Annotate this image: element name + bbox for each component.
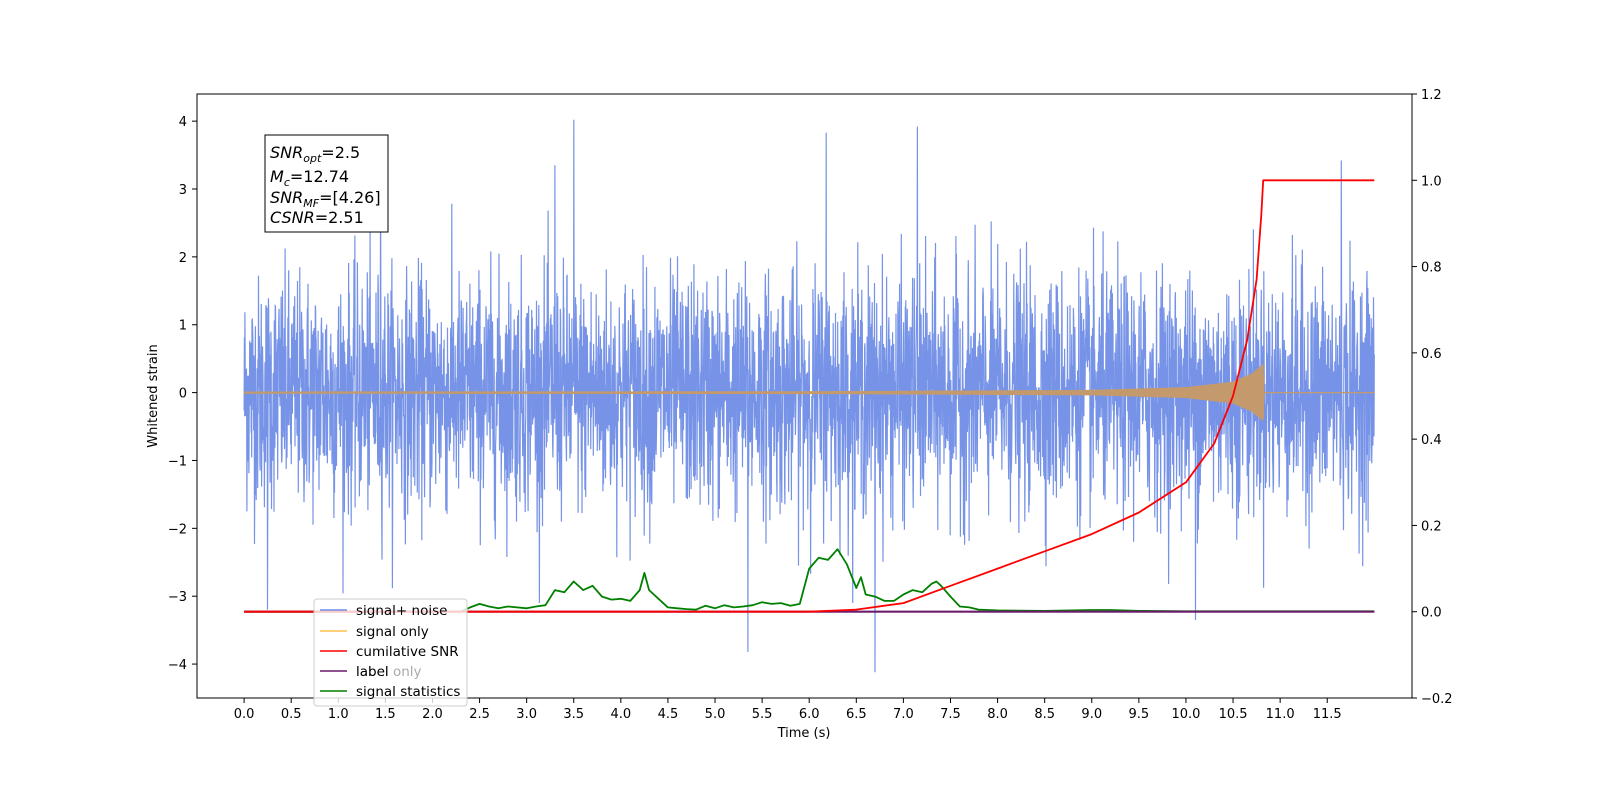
legend-label-signal-only: signal only xyxy=(356,624,429,640)
x-tick-label-12: 6.0 xyxy=(799,707,820,722)
y-tick-label-right-2: 0.2 xyxy=(1421,519,1442,534)
x-axis-label: Time (s) xyxy=(777,726,831,741)
y-tick-label-left-0: −4 xyxy=(168,658,187,673)
x-tick-label-4: 2.0 xyxy=(422,707,443,722)
x-tick-label-23: 11.5 xyxy=(1313,707,1342,722)
series-layer xyxy=(243,119,1375,673)
legend: signal+ noise signal only cumilative SNR… xyxy=(313,598,468,707)
y-axis-right: −0.2 0.0 0.2 0.4 0.6 0.8 1.0 1.2 xyxy=(1412,88,1453,707)
y-tick-label-left-6: 2 xyxy=(179,251,187,266)
legend-label-label-only: label only xyxy=(356,664,422,680)
x-tick-label-22: 11.0 xyxy=(1266,707,1295,722)
x-tick-label-0: 0.0 xyxy=(234,707,255,722)
x-tick-label-18: 9.0 xyxy=(1081,707,1102,722)
series-signal-statistics xyxy=(244,548,1375,613)
y-tick-label-right-3: 0.4 xyxy=(1421,433,1442,448)
y-tick-label-right-6: 1.0 xyxy=(1421,174,1442,189)
annotation-csnr: CSNR=2.51 xyxy=(270,208,364,227)
series-signal-only xyxy=(243,364,1375,421)
x-tick-label-1: 0.5 xyxy=(281,707,302,722)
y-tick-label-right-5: 0.8 xyxy=(1421,261,1442,276)
legend-label-label: label xyxy=(356,664,389,680)
y-tick-label-left-4: 0 xyxy=(179,387,187,402)
legend-label-signal-statistics: signal statistics xyxy=(356,684,460,700)
legend-label-signal-noise: signal+ noise xyxy=(356,603,447,619)
x-tick-label-5: 2.5 xyxy=(469,707,490,722)
x-tick-label-9: 4.5 xyxy=(658,707,679,722)
y-tick-label-left-1: −3 xyxy=(168,590,187,605)
x-tick-label-17: 8.5 xyxy=(1034,707,1055,722)
annotation-snr-opt: SNRopt=2.5 xyxy=(270,143,360,165)
y-tick-label-left-2: −2 xyxy=(168,522,187,537)
y-axis-label: Whitened strain xyxy=(146,344,161,447)
x-tick-label-20: 10.0 xyxy=(1171,707,1200,722)
x-tick-label-3: 1.5 xyxy=(375,707,396,722)
annotation-snr-mf: SNRMF=[4.26] xyxy=(270,188,381,210)
x-tick-label-14: 7.0 xyxy=(893,707,914,722)
x-tick-label-15: 7.5 xyxy=(940,707,961,722)
x-tick-label-13: 6.5 xyxy=(846,707,867,722)
x-tick-label-2: 1.0 xyxy=(328,707,349,722)
legend-label-cumulative-snr: cumilative SNR xyxy=(356,644,459,660)
x-tick-label-7: 3.5 xyxy=(563,707,584,722)
annotation-box: SNRopt=2.5 Mc=12.74 SNRMF=[4.26] CSNR=2.… xyxy=(264,134,389,233)
y-tick-label-right-7: 1.2 xyxy=(1421,88,1442,103)
x-tick-label-10: 5.0 xyxy=(705,707,726,722)
y-tick-label-left-7: 3 xyxy=(179,183,187,198)
x-axis: 0.0 0.5 1.0 1.5 2.0 2.5 3.0 3.5 4.0 4.5 5.0 5.5 6.0 6… xyxy=(234,698,1342,722)
x-tick-label-16: 8.0 xyxy=(987,707,1008,722)
x-tick-label-21: 10.5 xyxy=(1219,707,1248,722)
x-tick-label-6: 3.0 xyxy=(516,707,537,722)
y-tick-label-left-5: 1 xyxy=(179,319,187,334)
x-tick-label-11: 5.5 xyxy=(752,707,773,722)
plot-frame xyxy=(196,93,1413,699)
y-tick-label-right-0: −0.2 xyxy=(1421,692,1453,707)
series-cumulative-snr xyxy=(244,179,1375,613)
y-axis-left: −4 −3 −2 −1 0 1 2 3 4 xyxy=(168,115,197,673)
y-tick-label-right-1: 0.0 xyxy=(1421,606,1442,621)
y-tick-label-left-3: −1 xyxy=(168,454,187,469)
x-tick-label-19: 9.5 xyxy=(1129,707,1150,722)
x-tick-label-8: 4.0 xyxy=(610,707,631,722)
y-tick-label-right-4: 0.6 xyxy=(1421,347,1442,362)
y-tick-label-left-8: 4 xyxy=(179,115,187,130)
annotation-mc: Mc=12.74 xyxy=(270,167,349,189)
